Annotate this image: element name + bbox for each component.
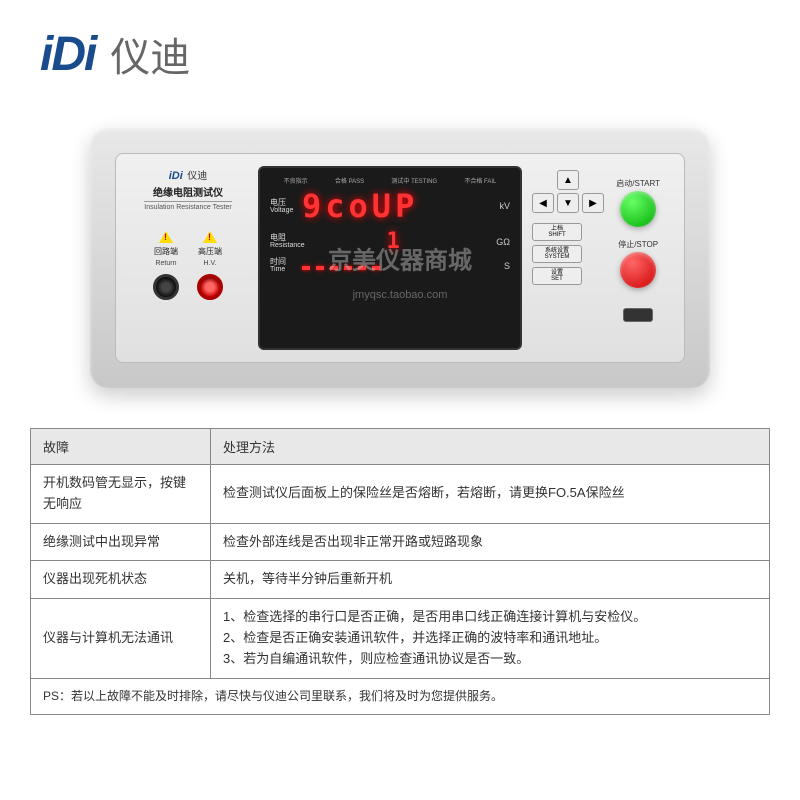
shift-button[interactable]: 上档SHIFT <box>532 223 582 241</box>
brand-header: iDi 仪迪 <box>0 0 800 108</box>
start-button[interactable] <box>620 191 656 227</box>
resistance-readout: 1 <box>387 229 404 254</box>
voltage-unit: kV <box>499 201 510 211</box>
time-unit: S <box>504 261 510 271</box>
watermark-url: jmyqsc.taobao.com <box>353 289 448 301</box>
fix-cell: 检查外部连线是否出现非正常开路或短路现象 <box>211 523 770 561</box>
panel-right-section: ▲ ◀ ▼ ▶ 上档SHIFT 系统设置SYSTEM 设置SET 启动/STAR… <box>532 166 672 350</box>
fault-cell: 仪器出现死机状态 <box>31 561 211 599</box>
table-row: 仪器出现死机状态关机，等待半分钟后重新开机 <box>31 561 770 599</box>
resistance-label-cn: 电阻 <box>270 234 294 242</box>
fix-cell: 检查测试仪后面板上的保险丝是否熔断，若熔断，请更换FO.5A保险丝 <box>211 465 770 524</box>
warning-icon <box>203 231 217 243</box>
system-button[interactable]: 系统设置SYSTEM <box>532 245 582 263</box>
terminal-hv-label-cn: 高压端 <box>198 246 222 257</box>
warning-icon <box>159 231 173 243</box>
fault-cell: 仪器与计算机无法通讯 <box>31 599 211 678</box>
device-chassis: 京美仪器商城 jmyqsc.taobao.com iDi 仪迪 绝缘电阻测试仪 … <box>90 128 710 388</box>
start-label: 启动/START <box>616 178 660 189</box>
table-row: 开机数码管无显示，按键无响应检查测试仪后面板上的保险丝是否熔断，若熔断，请更换F… <box>31 465 770 524</box>
time-label-cn: 时间 <box>270 258 294 266</box>
table-header-fault: 故障 <box>31 429 211 465</box>
table-row: 仪器与计算机无法通讯1、检查选择的串行口是否正确，是否用串口线正确连接计算机与安… <box>31 599 770 678</box>
table-ps-row: PS：若以上故障不能及时排除，请尽快与仪迪公司里联系，我们将及时为您提供服务。 <box>31 678 770 714</box>
lcd-label-fail: 不合格 FAIL <box>464 176 496 185</box>
fault-cell: 绝缘测试中出现异常 <box>31 523 211 561</box>
terminal-return-label-cn: 回路端 <box>154 246 178 257</box>
lcd-display: 不良指示 合格 PASS 测试中 TESTING 不合格 FAIL 电压Volt… <box>258 166 522 350</box>
power-switch[interactable] <box>623 308 653 322</box>
troubleshooting-table-wrap: 故障 处理方法 开机数码管无显示，按键无响应检查测试仪后面板上的保险丝是否熔断，… <box>0 428 800 735</box>
set-button[interactable]: 设置SET <box>532 267 582 285</box>
device-front-panel: iDi 仪迪 绝缘电阻测试仪 Insulation Resistance Tes… <box>115 153 685 363</box>
arrow-up-button[interactable]: ▲ <box>557 170 579 190</box>
jack-hv[interactable] <box>197 274 223 300</box>
device-title-en: Insulation Resistance Tester <box>144 201 231 211</box>
device-title-cn: 绝缘电阻测试仪 <box>153 184 223 199</box>
terminal-hv-label-en: H.V. <box>204 260 217 267</box>
resistance-label-en: Resistance <box>270 242 294 249</box>
lcd-label-fault: 不良指示 <box>284 176 308 185</box>
fault-cell: 开机数码管无显示，按键无响应 <box>31 465 211 524</box>
voltage-label-en: Voltage <box>270 207 294 214</box>
stop-button[interactable] <box>620 252 656 288</box>
lcd-status-labels: 不良指示 合格 PASS 测试中 TESTING 不合格 FAIL <box>270 176 510 185</box>
terminal-return-label-en: Return <box>155 260 176 267</box>
time-segments <box>302 266 380 270</box>
voltage-label-cn: 电压 <box>270 199 294 207</box>
arrow-down-button[interactable]: ▼ <box>557 193 579 213</box>
jack-return[interactable] <box>153 274 179 300</box>
table-header-fix: 处理方法 <box>211 429 770 465</box>
arrow-left-button[interactable]: ◀ <box>532 193 554 213</box>
panel-logo-cn: 仪迪 <box>187 171 207 182</box>
lcd-label-testing: 测试中 TESTING <box>391 176 437 185</box>
logo-idi: iDi <box>40 27 95 82</box>
panel-left-section: iDi 仪迪 绝缘电阻测试仪 Insulation Resistance Tes… <box>128 166 248 350</box>
fix-cell: 关机，等待半分钟后重新开机 <box>211 561 770 599</box>
time-label-en: Time <box>270 266 294 273</box>
terminal-hv: 高压端 H.V. <box>197 231 223 300</box>
stop-label: 停止/STOP <box>618 239 658 250</box>
troubleshooting-table: 故障 处理方法 开机数码管无显示，按键无响应检查测试仪后面板上的保险丝是否熔断，… <box>30 428 770 715</box>
lcd-label-pass: 合格 PASS <box>335 176 364 185</box>
ps-note: PS：若以上故障不能及时排除，请尽快与仪迪公司里联系，我们将及时为您提供服务。 <box>31 678 770 714</box>
fix-cell: 1、检查选择的串行口是否正确，是否用串口线正确连接计算机与安检仪。 2、检查是否… <box>211 599 770 678</box>
table-row: 绝缘测试中出现异常检查外部连线是否出现非正常开路或短路现象 <box>31 523 770 561</box>
logo-chinese: 仪迪 <box>110 25 190 83</box>
panel-logo-idi: iDi <box>169 170 183 182</box>
voltage-readout: 9coUP <box>302 187 418 225</box>
resistance-unit: GΩ <box>496 237 510 247</box>
arrow-right-button[interactable]: ▶ <box>582 193 604 213</box>
terminal-return: 回路端 Return <box>153 231 179 300</box>
table-body: 开机数码管无显示，按键无响应检查测试仪后面板上的保险丝是否熔断，若熔断，请更换F… <box>31 465 770 715</box>
